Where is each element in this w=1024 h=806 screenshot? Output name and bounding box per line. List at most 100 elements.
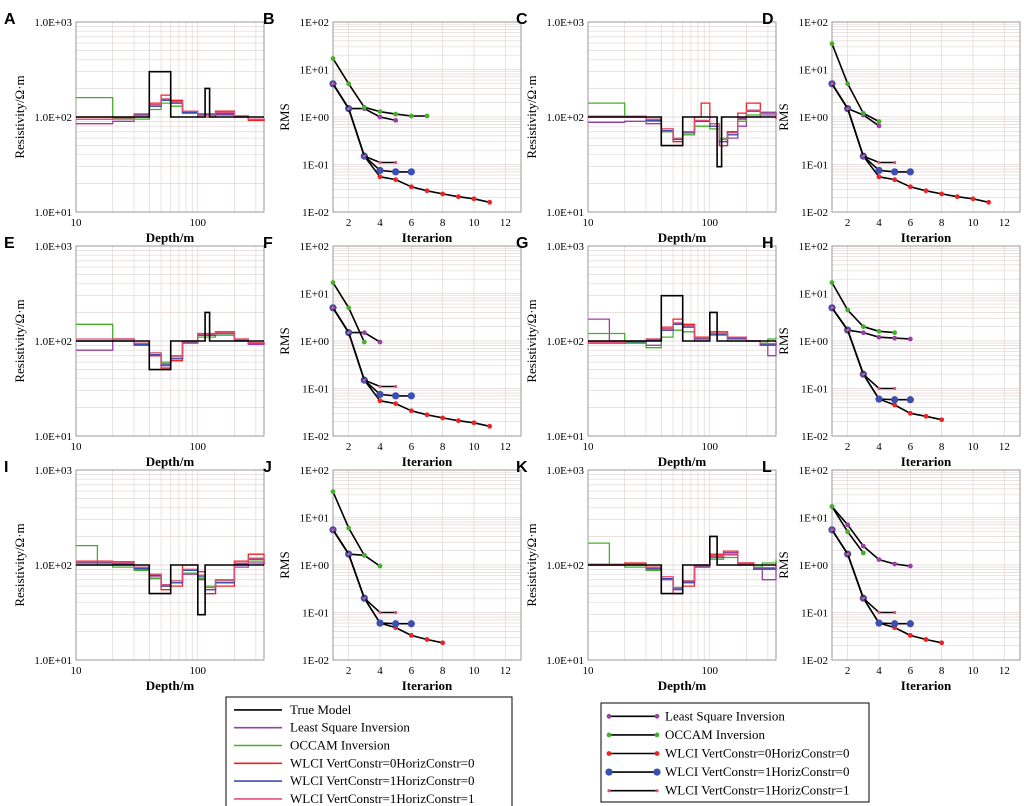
series-wlci-vertconstr-1horizconstr-1 xyxy=(76,332,265,365)
data-point-wlci-vertconstr-0horizconstr-0 xyxy=(939,191,945,197)
y-axis-label: RMS xyxy=(277,327,292,354)
data-point-wlci-vertconstr-1horizconstr-1 xyxy=(861,372,865,376)
data-point-occam-inversion xyxy=(346,305,352,311)
series-least-square-inversion xyxy=(831,83,880,127)
panel-label: I xyxy=(4,459,8,476)
x-axis-label: Iterarion xyxy=(901,454,952,469)
legend-rms: Least Square Inversion OCCAM Inversion WLC… xyxy=(600,702,870,803)
x-tick-label: 100 xyxy=(190,217,207,229)
data-point-wlci-vertconstr-1horizconstr-1 xyxy=(893,610,897,615)
legend-label: WLCI VertConstr=0HorizConstr=0 xyxy=(665,746,850,761)
y-axis-label: RMS xyxy=(776,327,791,354)
x-tick-label: 12 xyxy=(500,665,511,677)
data-point-wlci-vertconstr-0horizconstr-0 xyxy=(939,417,945,423)
data-point-wlci-vertconstr-1horizconstr-1 xyxy=(362,596,366,600)
x-tick-label: 6 xyxy=(908,441,914,453)
x-axis-label: Iterarion xyxy=(402,230,453,245)
data-point-wlci-vertconstr-1horizconstr-0 xyxy=(376,390,384,399)
x-tick-label: 6 xyxy=(409,217,415,229)
data-point-least-square-inversion xyxy=(876,123,882,129)
data-point-occam-inversion xyxy=(330,280,336,285)
y-tick-label: 1E-02 xyxy=(801,655,828,667)
y-tick-label: 1E-02 xyxy=(801,207,828,219)
x-tick-label: 10 xyxy=(583,217,595,229)
legend-marker-least-square-inversion xyxy=(606,713,612,719)
y-tick-label: 1.0E+03 xyxy=(34,465,72,477)
series-occam-inversion xyxy=(332,491,381,567)
x-tick-label: 100 xyxy=(702,217,719,229)
data-point-wlci-vertconstr-1horizconstr-0 xyxy=(891,168,899,176)
y-tick-label: 1E-01 xyxy=(302,160,329,172)
data-point-wlci-vertconstr-1horizconstr-1 xyxy=(877,610,881,615)
x-axis-label: Depth/m xyxy=(658,454,707,469)
x-tick-label: 2 xyxy=(346,441,352,453)
y-tick-label: 1E+01 xyxy=(300,289,329,301)
legend-label: OCCAM Inversion xyxy=(290,738,391,753)
legend-marker-wlci-vertconstr-1horizconstr-1 xyxy=(655,789,659,793)
y-tick-label: 1E-01 xyxy=(302,608,329,620)
panel-label: B xyxy=(263,11,275,28)
x-tick-label: 6 xyxy=(908,217,914,229)
panel-l: 1E-02 1E-01 1E+00 1E+01 1E+02 2 4 6 8 10 12 Iterari… xyxy=(762,459,1021,693)
y-axis-label: RMS xyxy=(776,103,791,130)
y-tick-label: 1E-01 xyxy=(801,160,828,172)
x-tick-label: 6 xyxy=(409,665,415,677)
data-point-wlci-vertconstr-1horizconstr-1 xyxy=(362,154,366,158)
plot-frame xyxy=(831,21,1021,213)
data-point-wlci-vertconstr-0horizconstr-0 xyxy=(970,196,976,202)
data-point-wlci-vertconstr-1horizconstr-1 xyxy=(331,82,335,86)
series-wlci-vertconstr-0horizconstr-0 xyxy=(332,529,443,644)
y-tick-label: 1.0E+03 xyxy=(546,241,584,253)
data-point-occam-inversion xyxy=(393,111,399,117)
series-wlci-vertconstr-1horizconstr-1 xyxy=(332,307,396,388)
panel-label: F xyxy=(263,235,273,252)
data-point-wlci-vertconstr-0horizconstr-0 xyxy=(986,199,992,205)
x-tick-label: 10 xyxy=(71,665,83,677)
legend-label: WLCI VertConstr=1HorizConstr=0 xyxy=(665,764,850,779)
series-true-model xyxy=(76,564,264,616)
x-axis-label: Iterarion xyxy=(402,454,453,469)
data-point-wlci-vertconstr-0horizconstr-0 xyxy=(954,194,960,200)
data-point-wlci-vertconstr-0horizconstr-0 xyxy=(471,196,477,202)
data-point-occam-inversion xyxy=(346,525,352,531)
data-point-wlci-vertconstr-0horizconstr-0 xyxy=(377,174,383,180)
x-axis-label: Iterarion xyxy=(901,230,952,245)
y-tick-label: 1E-01 xyxy=(801,608,828,620)
data-point-least-square-inversion xyxy=(393,117,399,123)
x-tick-label: 12 xyxy=(999,217,1010,229)
data-point-occam-inversion xyxy=(377,109,383,114)
y-tick-label: 1.0E+02 xyxy=(34,112,72,124)
panel-f: 1E-02 1E-01 1E+00 1E+01 1E+02 2 4 6 8 10 12 Iterari… xyxy=(263,235,522,469)
series-wlci-vertconstr-1horizconstr-0 xyxy=(831,307,911,401)
y-tick-label: 1E-02 xyxy=(302,207,329,219)
panel-label: E xyxy=(4,235,15,252)
plot-frame xyxy=(332,21,522,213)
x-axis-label: Depth/m xyxy=(146,454,195,469)
data-point-wlci-vertconstr-0horizconstr-0 xyxy=(923,188,929,194)
x-tick-label: 8 xyxy=(939,217,945,229)
x-tick-label: 4 xyxy=(876,441,882,453)
series-wlci-vertconstr-1horizconstr-0 xyxy=(831,529,911,625)
series-wlci-vertconstr-1horizconstr-1 xyxy=(76,557,265,589)
data-point-wlci-vertconstr-1horizconstr-1 xyxy=(347,107,351,111)
data-point-wlci-vertconstr-0horizconstr-0 xyxy=(892,402,898,408)
plot-frame xyxy=(332,245,522,437)
series-least-square-inversion xyxy=(831,506,911,567)
panel-label: C xyxy=(516,11,528,28)
y-tick-label: 1E+01 xyxy=(300,513,329,525)
x-tick-label: 10 xyxy=(71,441,83,453)
data-point-occam-inversion xyxy=(361,552,367,558)
y-tick-label: 1E-02 xyxy=(302,431,329,443)
y-tick-label: 1E+01 xyxy=(799,65,828,77)
data-point-wlci-vertconstr-0horizconstr-0 xyxy=(408,184,414,190)
data-point-occam-inversion xyxy=(845,307,851,313)
legend-label: WLCI VertConstr=1HorizConstr=1 xyxy=(665,783,850,798)
data-point-occam-inversion xyxy=(346,81,352,87)
data-point-wlci-vertconstr-0horizconstr-0 xyxy=(876,174,882,180)
panel-label: L xyxy=(762,459,772,476)
data-point-wlci-vertconstr-1horizconstr-0 xyxy=(906,620,914,628)
legend-label: OCCAM Inversion xyxy=(665,727,766,742)
